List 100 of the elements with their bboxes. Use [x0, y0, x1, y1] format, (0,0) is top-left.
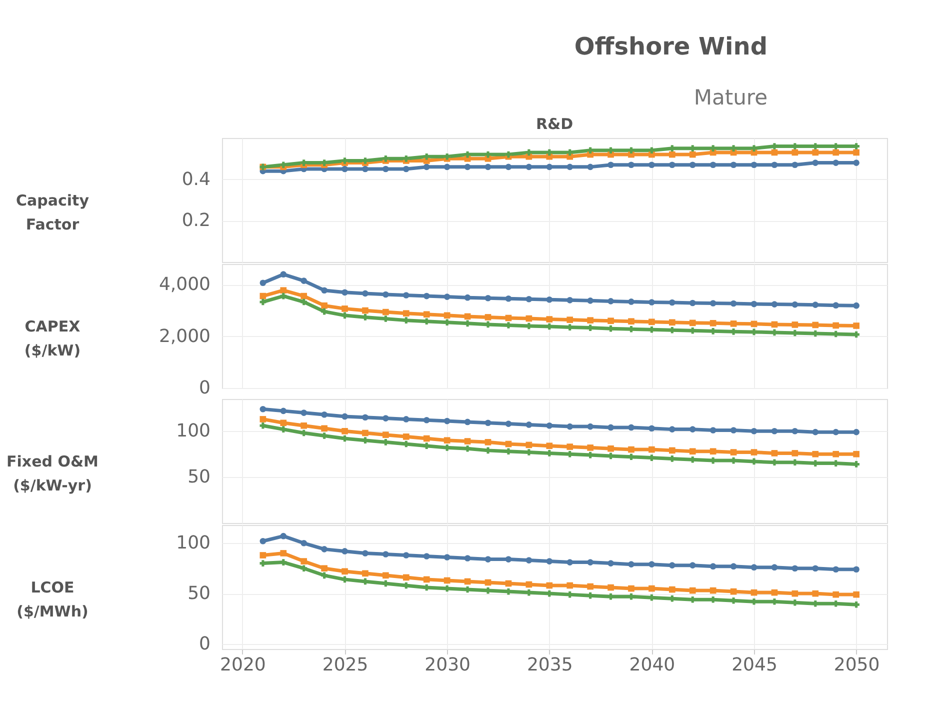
point: [750, 589, 758, 596]
point: [484, 420, 492, 426]
point: [260, 560, 266, 566]
point: [280, 420, 287, 426]
point: [832, 302, 840, 308]
point: [710, 587, 716, 594]
point: [342, 548, 348, 554]
point: [853, 566, 860, 573]
point: [464, 151, 471, 158]
point: [423, 435, 430, 442]
point: [566, 423, 574, 430]
point: [280, 426, 287, 432]
point: [566, 297, 574, 304]
point: [464, 578, 471, 585]
point: [750, 145, 758, 152]
point: [792, 149, 798, 156]
y-axis-title: LCOE ($/MWh): [16, 578, 88, 620]
point: [689, 162, 696, 168]
point: [526, 557, 532, 564]
point: [832, 322, 840, 329]
point: [423, 553, 430, 560]
point: [566, 164, 574, 170]
point: [546, 296, 553, 303]
point: [853, 591, 860, 598]
point: [526, 442, 532, 448]
point: [260, 416, 266, 422]
point: [812, 302, 819, 308]
point: [444, 418, 450, 424]
point: [792, 590, 798, 597]
point: [792, 428, 798, 434]
y-axis-title: Fixed O&M ($/kW-yr): [6, 452, 98, 494]
point: [300, 565, 308, 572]
point: [402, 416, 410, 422]
y-tick-label: 4,000: [158, 274, 210, 296]
y-tick-label: 0: [199, 378, 210, 398]
point: [566, 149, 574, 156]
point: [505, 556, 512, 562]
point: [260, 406, 266, 412]
point: [587, 298, 594, 304]
point: [689, 587, 696, 594]
point: [608, 147, 614, 154]
point: [382, 166, 389, 172]
point: [730, 563, 737, 570]
point: [730, 588, 737, 595]
y-tick-label: 2,000: [158, 326, 210, 347]
point: [771, 428, 778, 434]
point: [444, 312, 450, 319]
point: [648, 299, 655, 306]
y-axis-title: Capacity Factor: [16, 192, 90, 234]
point: [628, 298, 634, 305]
point: [444, 153, 450, 160]
point: [668, 299, 676, 306]
point: [321, 287, 328, 294]
point: [792, 162, 798, 168]
point: [546, 558, 553, 564]
point: [321, 572, 328, 579]
point: [832, 160, 840, 166]
point: [260, 292, 266, 300]
point: [505, 164, 512, 170]
point: [464, 294, 471, 301]
x-tick-label: 2045: [732, 654, 778, 676]
point: [853, 450, 860, 458]
point: [382, 291, 389, 298]
point: [587, 583, 594, 590]
point: [628, 561, 634, 568]
point: [546, 442, 553, 450]
point: [628, 446, 634, 453]
point: [526, 149, 532, 156]
point: [792, 322, 798, 328]
point: [710, 448, 716, 455]
point: [689, 320, 696, 326]
point: [505, 440, 512, 448]
point: [750, 162, 758, 168]
point: [771, 450, 778, 456]
point: [321, 308, 328, 315]
point: [280, 532, 287, 540]
point: [792, 450, 798, 456]
point: [280, 550, 287, 556]
point: [362, 550, 368, 556]
point: [608, 424, 614, 431]
point: [342, 428, 348, 434]
point: [812, 565, 819, 572]
point: [812, 160, 819, 166]
point: [505, 314, 512, 322]
point: [300, 292, 308, 300]
point: [484, 151, 492, 158]
point: [771, 321, 778, 328]
point: [362, 430, 368, 436]
point: [382, 551, 389, 558]
point: [321, 546, 328, 552]
point: [792, 301, 798, 308]
point: [342, 576, 348, 583]
point: [382, 572, 389, 579]
point: [260, 422, 266, 429]
chart-subtitle: Mature: [694, 86, 768, 110]
point: [382, 415, 389, 422]
point: [321, 565, 328, 572]
point: [608, 162, 614, 168]
point: [587, 164, 594, 170]
point: [423, 153, 430, 160]
